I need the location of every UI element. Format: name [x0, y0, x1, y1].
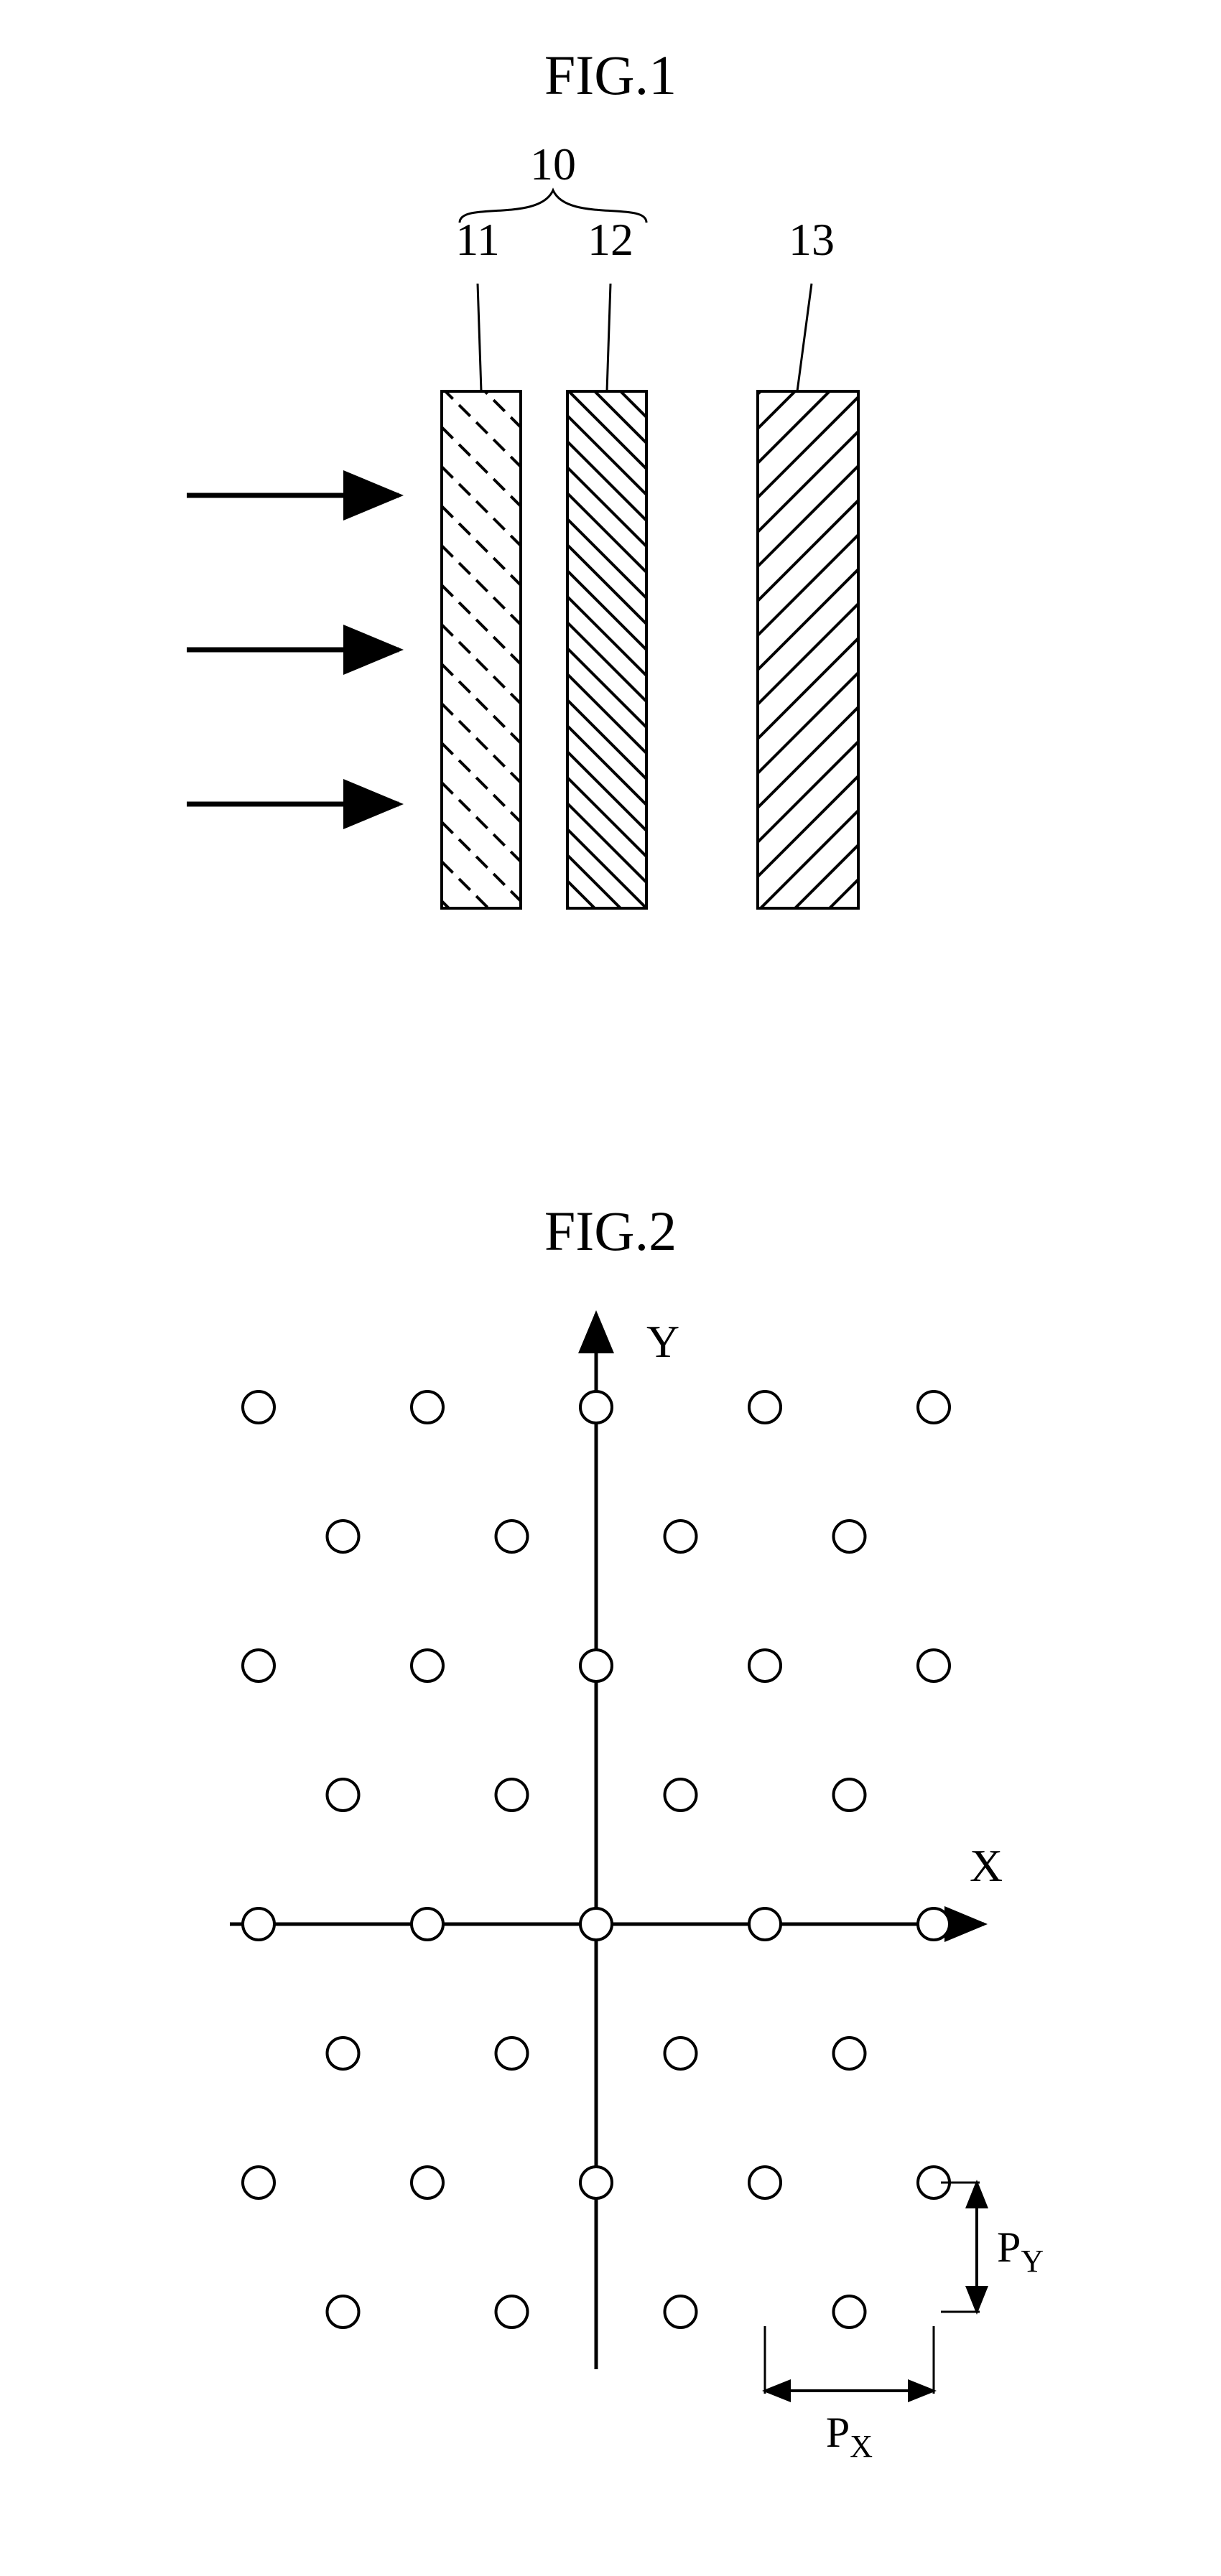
fig2-diagram: X Y PX PY [0, 0, 1221, 2576]
svg-text:PY: PY [997, 2223, 1044, 2279]
svg-text:PX: PX [826, 2409, 873, 2464]
svg-text:X: X [970, 1840, 1003, 1891]
svg-text:Y: Y [646, 1316, 679, 1367]
page: FIG.1 10111213 FIG.2 XYPXPY [0, 0, 1221, 2576]
